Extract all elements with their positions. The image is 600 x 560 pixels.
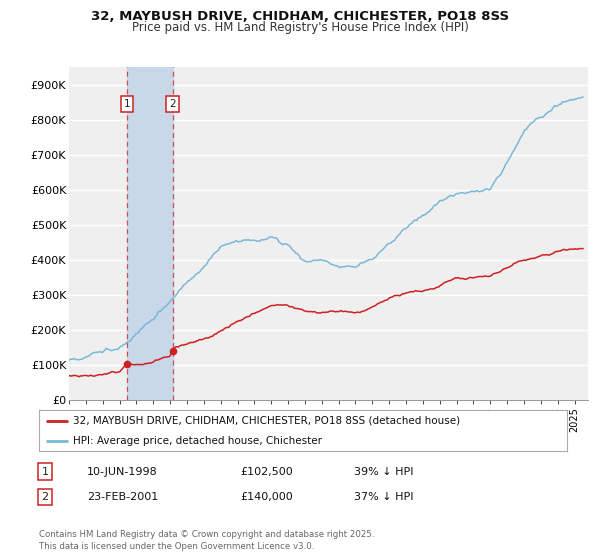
Text: HPI: Average price, detached house, Chichester: HPI: Average price, detached house, Chic… <box>73 436 322 446</box>
Text: 2: 2 <box>169 99 176 109</box>
Bar <box>127 67 173 400</box>
Text: 1: 1 <box>124 99 130 109</box>
Text: 23-FEB-2001: 23-FEB-2001 <box>87 492 158 502</box>
Text: Price paid vs. HM Land Registry's House Price Index (HPI): Price paid vs. HM Land Registry's House … <box>131 21 469 34</box>
Text: 2: 2 <box>41 492 49 502</box>
Text: 39% ↓ HPI: 39% ↓ HPI <box>354 466 413 477</box>
Text: 32, MAYBUSH DRIVE, CHIDHAM, CHICHESTER, PO18 8SS (detached house): 32, MAYBUSH DRIVE, CHIDHAM, CHICHESTER, … <box>73 416 460 426</box>
Text: 32, MAYBUSH DRIVE, CHIDHAM, CHICHESTER, PO18 8SS: 32, MAYBUSH DRIVE, CHIDHAM, CHICHESTER, … <box>91 10 509 23</box>
Text: 1: 1 <box>41 466 49 477</box>
Text: 37% ↓ HPI: 37% ↓ HPI <box>354 492 413 502</box>
Text: 10-JUN-1998: 10-JUN-1998 <box>87 466 158 477</box>
Text: £140,000: £140,000 <box>240 492 293 502</box>
Text: £102,500: £102,500 <box>240 466 293 477</box>
Text: Contains HM Land Registry data © Crown copyright and database right 2025.
This d: Contains HM Land Registry data © Crown c… <box>39 530 374 550</box>
